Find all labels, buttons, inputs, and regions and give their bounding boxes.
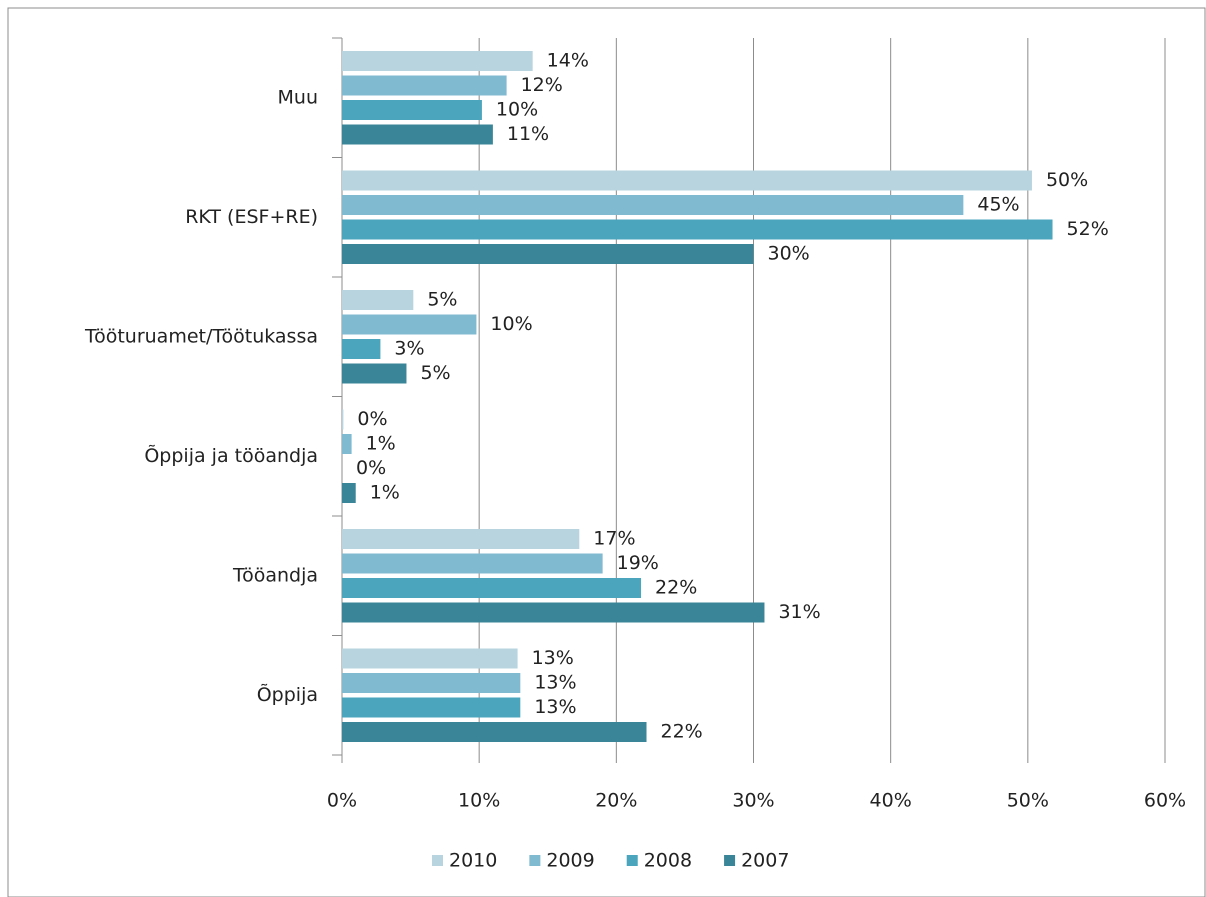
bar xyxy=(342,339,381,359)
x-tick-label: 0% xyxy=(327,790,357,812)
bar xyxy=(342,75,507,96)
chart-frame xyxy=(7,7,1206,897)
bar xyxy=(342,697,521,718)
legend-swatch xyxy=(432,855,443,866)
data-label: 11% xyxy=(507,123,549,145)
bar xyxy=(342,363,407,384)
legend-swatch xyxy=(529,855,541,866)
x-tick-label: 50% xyxy=(1007,790,1049,812)
bar xyxy=(342,483,356,503)
data-label: 0% xyxy=(356,457,386,479)
x-tick-label: 30% xyxy=(732,790,774,812)
y-tick-label: Õppija xyxy=(257,683,318,706)
data-label: 13% xyxy=(534,696,576,718)
data-label: 0% xyxy=(357,408,387,430)
x-tick-label: 20% xyxy=(595,790,637,812)
data-label: 14% xyxy=(547,50,589,72)
y-tick-label: Muu xyxy=(278,86,318,108)
bar xyxy=(342,195,964,215)
data-label: 22% xyxy=(661,721,703,743)
bar xyxy=(342,602,765,623)
data-label: 17% xyxy=(593,528,635,550)
data-label: 12% xyxy=(521,74,563,96)
data-label: 5% xyxy=(420,362,450,384)
data-label: 30% xyxy=(768,243,810,265)
data-label: 45% xyxy=(977,194,1019,216)
data-label: 10% xyxy=(496,99,538,121)
data-label: 10% xyxy=(490,313,532,335)
x-tick-label: 40% xyxy=(870,790,912,812)
data-label: 19% xyxy=(617,552,659,574)
bar xyxy=(342,219,1053,240)
bar xyxy=(342,170,1032,191)
legend-swatch xyxy=(724,855,736,866)
bar xyxy=(342,124,493,145)
bar xyxy=(342,578,642,598)
data-label: 50% xyxy=(1046,169,1088,191)
bar xyxy=(342,529,580,549)
x-tick-label: 10% xyxy=(458,790,500,812)
y-tick-label: RKT (ESF+RE) xyxy=(185,206,318,228)
data-label: 1% xyxy=(370,482,400,504)
bar xyxy=(342,409,344,430)
bar xyxy=(342,100,482,120)
y-tick-label: Tööturuamet/Töötukassa xyxy=(84,325,318,347)
bar xyxy=(342,244,754,264)
legend-label: 2007 xyxy=(741,850,789,872)
bar xyxy=(342,290,414,310)
data-label: 5% xyxy=(427,289,457,311)
data-label: 13% xyxy=(534,672,576,694)
data-label: 3% xyxy=(394,338,424,360)
data-label: 1% xyxy=(366,433,396,455)
legend-label: 2010 xyxy=(449,850,497,872)
data-label: 22% xyxy=(655,577,697,599)
y-tick-label: Tööandja xyxy=(232,564,318,586)
bar xyxy=(342,51,533,71)
legend-swatch xyxy=(626,855,638,866)
data-label: 31% xyxy=(778,601,820,623)
y-tick-label: Õppija ja tööandja xyxy=(144,444,318,467)
bar xyxy=(342,722,647,742)
bar xyxy=(342,648,518,669)
bar xyxy=(342,673,521,693)
data-label: 52% xyxy=(1067,218,1109,240)
legend-label: 2008 xyxy=(644,850,692,872)
legend-label: 2009 xyxy=(546,850,594,872)
x-tick-label: 60% xyxy=(1144,790,1186,812)
bar xyxy=(342,553,603,574)
bar xyxy=(342,314,477,335)
data-label: 13% xyxy=(532,647,574,669)
bar xyxy=(342,434,352,454)
